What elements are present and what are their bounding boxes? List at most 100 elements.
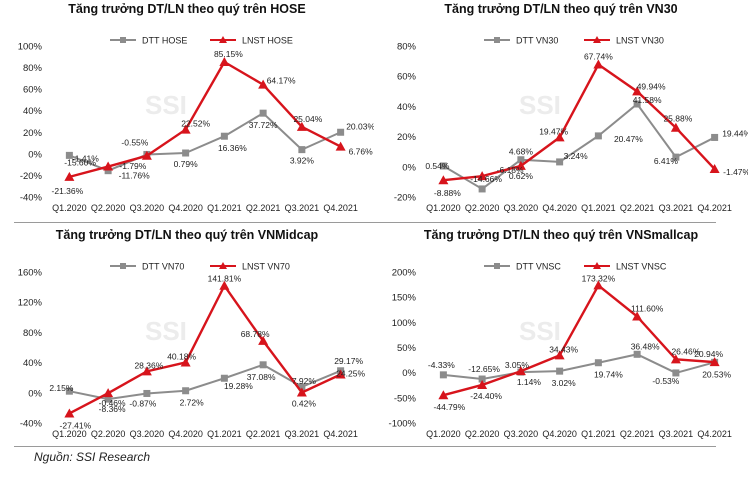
data-point-dtt <box>104 395 112 403</box>
chart-panel-vnmidcap: Tăng trưởng DT/LN theo quý trên VNMidcap… <box>0 228 374 448</box>
x-tick-label: Q2.2021 <box>620 203 655 213</box>
data-point-dtt <box>633 100 641 108</box>
y-tick-label: 200% <box>392 268 417 279</box>
y-tick-label: 80% <box>23 63 43 74</box>
x-tick-label: Q3.2020 <box>504 203 539 213</box>
legend-marker <box>219 36 227 43</box>
data-label: -8.36% <box>99 404 126 414</box>
data-label: 22.52% <box>181 119 210 129</box>
data-label: 26.46% <box>671 346 700 356</box>
data-point-dtt <box>220 374 228 382</box>
y-tick-label: 50% <box>397 343 417 354</box>
data-point-dtt <box>711 133 719 141</box>
data-point-dtt <box>65 387 73 395</box>
data-label: 41.58% <box>633 95 662 105</box>
data-point-lnst <box>709 164 720 174</box>
chart-panel-vnsmallcap: Tăng trưởng DT/LN theo quý trên VNSmallc… <box>374 228 748 448</box>
data-point-dtt <box>298 383 306 391</box>
data-label: -21.36% <box>52 186 84 196</box>
data-label: 28.36% <box>134 360 163 370</box>
x-tick-label: Q1.2021 <box>207 203 242 213</box>
data-label: -0.46% <box>99 398 126 408</box>
y-tick-label: 120% <box>18 298 43 309</box>
data-point-dtt <box>259 361 267 369</box>
y-tick-label: 20% <box>23 128 43 139</box>
data-label: 25.04% <box>293 114 322 124</box>
data-point-lnst <box>335 369 346 379</box>
data-point-dtt <box>439 162 447 170</box>
y-tick-label: -50% <box>394 393 417 404</box>
data-point-dtt <box>672 369 680 377</box>
y-tick-label: 80% <box>397 42 417 53</box>
data-label: 19.44% <box>722 128 748 138</box>
x-tick-label: Q4.2021 <box>697 429 732 439</box>
x-tick-label: Q1.2021 <box>581 203 616 213</box>
data-label: -0.53% <box>652 376 679 386</box>
data-label: 4.68% <box>509 147 534 157</box>
y-tick-label: 60% <box>397 72 417 83</box>
line-chart: SSI -100% -50% 0% 50% 100% 150% 200% Q1.2020 Q2.2… <box>389 262 732 440</box>
data-label: 37.08% <box>247 372 276 382</box>
data-point-lnst <box>180 357 191 367</box>
y-tick-label: 0% <box>402 368 416 379</box>
x-tick-label: Q3.2021 <box>285 429 320 439</box>
data-point-lnst <box>219 57 230 67</box>
data-point-dtt <box>556 367 564 375</box>
data-point-lnst <box>593 59 604 69</box>
data-point-lnst <box>670 354 681 364</box>
x-tick-label: Q4.2021 <box>697 203 732 213</box>
data-point-lnst <box>670 122 681 132</box>
data-point-lnst <box>554 350 565 360</box>
data-point-lnst <box>477 379 488 389</box>
data-point-dtt <box>65 151 73 159</box>
data-point-dtt <box>220 132 228 140</box>
x-tick-label: Q4.2020 <box>542 203 577 213</box>
data-point-dtt <box>337 128 345 136</box>
data-label: 3.02% <box>552 378 577 388</box>
x-tick-label: Q2.2020 <box>91 429 126 439</box>
data-label: 7.92% <box>292 376 317 386</box>
data-point-dtt <box>143 389 151 397</box>
x-tick-label: Q1.2021 <box>581 429 616 439</box>
divider <box>14 446 716 447</box>
chart-title: Tăng trưởng DT/LN theo quý trên VN30 <box>444 2 678 16</box>
legend-label: DTT VN30 <box>516 36 558 46</box>
chart-title: Tăng trưởng DT/LN theo quý trên VNSmallc… <box>423 228 699 242</box>
data-point-dtt <box>594 359 602 367</box>
y-tick-label: 40% <box>397 102 417 113</box>
series-line-lnst <box>443 284 715 397</box>
data-label: 85.15% <box>214 49 243 59</box>
legend-marker <box>494 263 500 269</box>
data-point-dtt <box>478 185 486 193</box>
data-point-lnst <box>632 311 643 321</box>
data-label: 141.81% <box>208 274 242 284</box>
data-label: 6.41% <box>654 156 679 166</box>
x-tick-label: Q3.2021 <box>659 429 694 439</box>
data-point-lnst <box>593 280 604 290</box>
data-point-dtt <box>439 371 447 379</box>
x-tick-label: Q4.2020 <box>168 203 203 213</box>
y-tick-label: 40% <box>23 106 43 117</box>
legend-marker <box>494 37 500 43</box>
series-line-dtt <box>69 112 342 172</box>
x-tick-label: Q1.2020 <box>52 203 87 213</box>
data-point-lnst <box>438 390 449 400</box>
data-point-dtt <box>556 158 564 166</box>
data-point-lnst <box>709 357 720 367</box>
legend-label: LNST VN30 <box>616 36 664 46</box>
x-tick-label: Q2.2021 <box>246 203 281 213</box>
y-tick-label: 40% <box>23 358 43 369</box>
data-point-lnst <box>219 280 230 290</box>
y-tick-label: 0% <box>28 388 42 399</box>
legend-marker <box>593 262 601 269</box>
data-point-dtt <box>633 350 641 358</box>
legend-marker <box>593 36 601 43</box>
data-point-lnst <box>515 160 526 170</box>
line-chart: SSI -40% -20% 0% 20% 40% 60% 80% 100% Q1.2020 Q2.2… <box>18 36 374 214</box>
data-label: 173.32% <box>582 273 616 283</box>
data-point-lnst <box>296 121 307 131</box>
data-label: 19.47% <box>539 126 568 136</box>
data-label: -6.18% <box>497 165 524 175</box>
watermark: SSI <box>519 90 561 120</box>
data-label: 40.18% <box>167 351 196 361</box>
